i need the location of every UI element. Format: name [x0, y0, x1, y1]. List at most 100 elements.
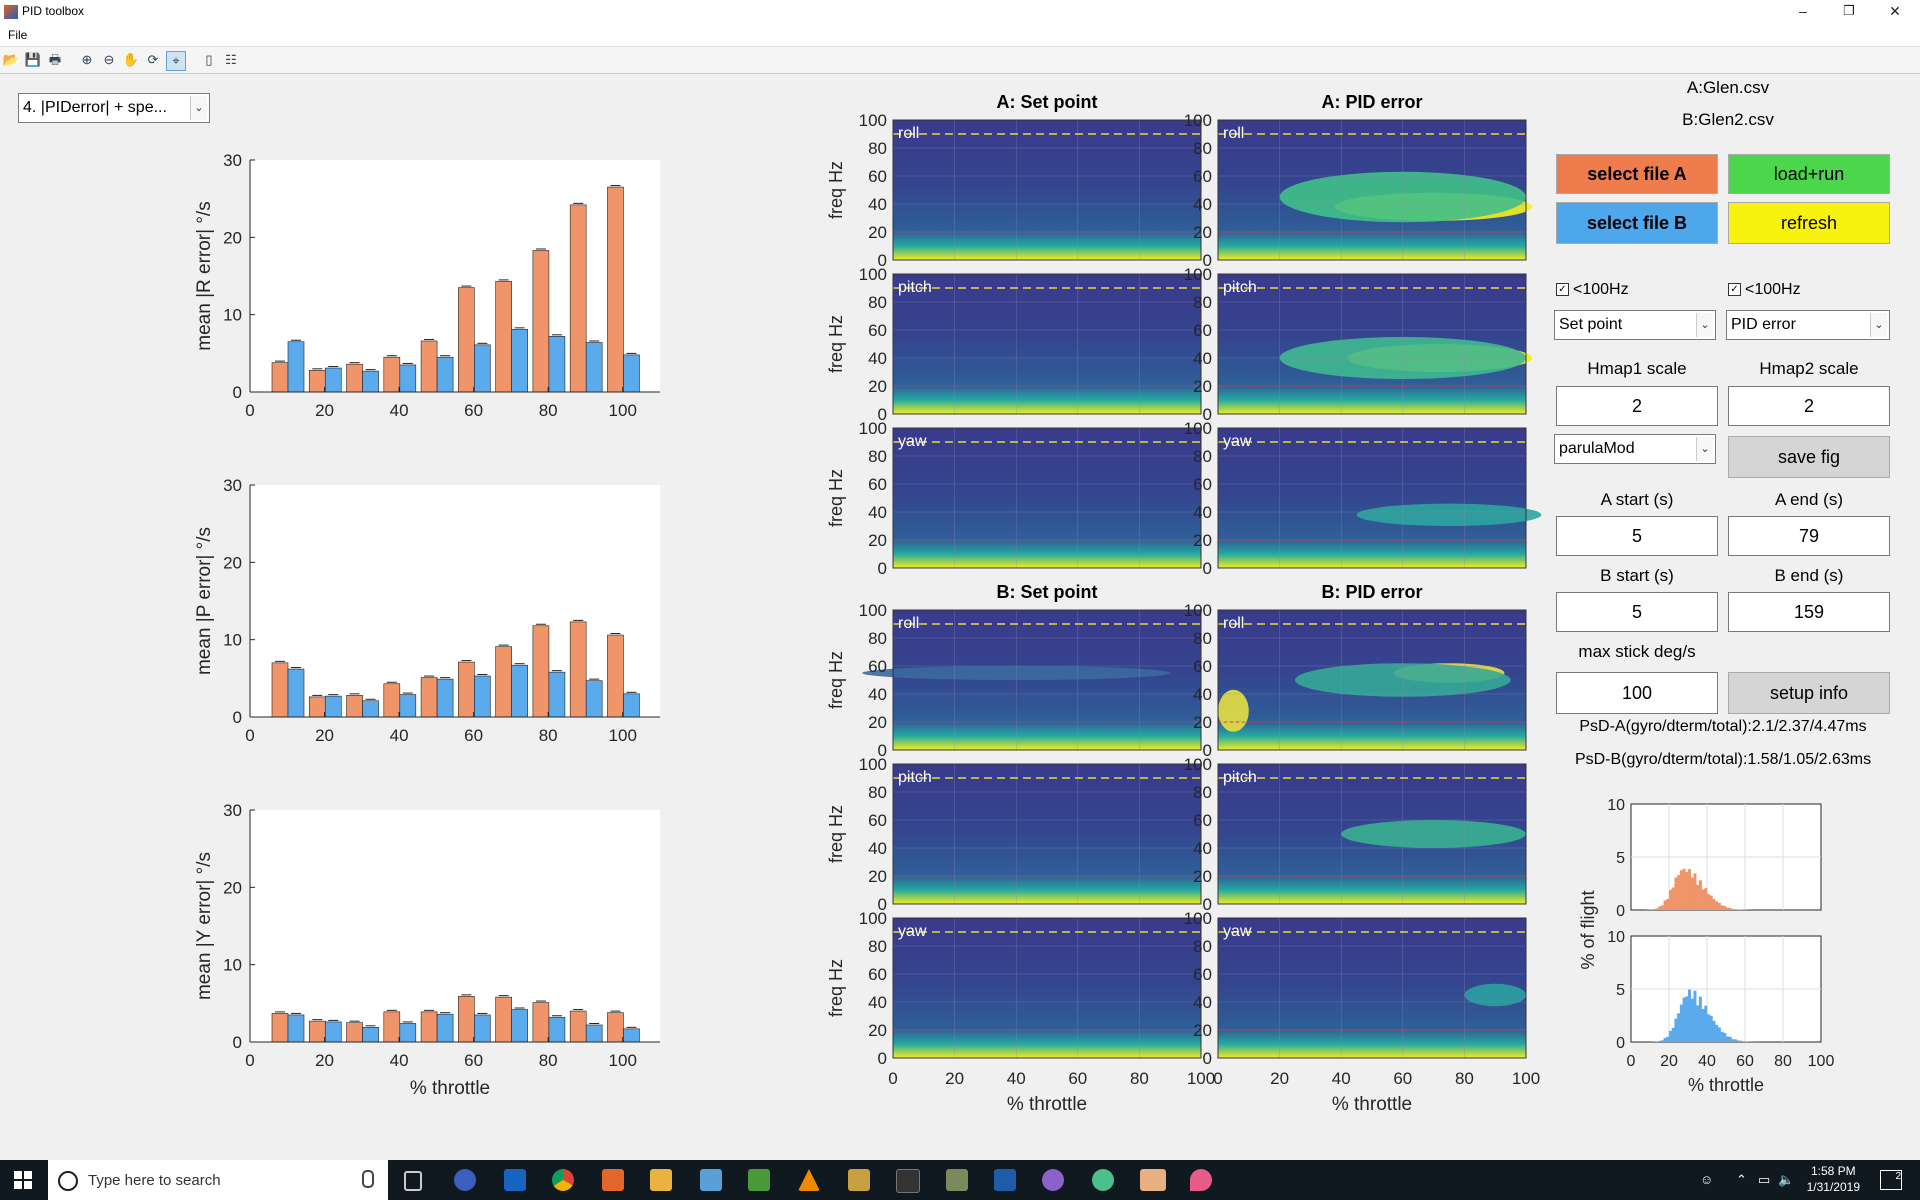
histogram-bar: [1734, 909, 1738, 910]
a-start-input[interactable]: 5: [1556, 516, 1718, 556]
y-tick-label: 30: [223, 476, 242, 495]
minimize-button[interactable]: –: [1799, 3, 1807, 19]
axis-name-label: yaw: [898, 923, 927, 940]
people-icon[interactable]: ☺: [1700, 1172, 1714, 1187]
b-end-input[interactable]: 159: [1728, 592, 1890, 632]
hmap1-source-dropdown[interactable]: Set point ⌄: [1554, 310, 1716, 340]
bar-b: [474, 675, 491, 718]
microphone-icon[interactable]: [362, 1170, 374, 1188]
axis-name-label: yaw: [1223, 433, 1252, 450]
y-tick-label: 0: [878, 405, 887, 424]
x-tick-label: 40: [1007, 1069, 1026, 1088]
app-s-icon[interactable]: [454, 1169, 476, 1191]
bar-a: [383, 356, 401, 393]
app-tool-icon[interactable]: [946, 1169, 968, 1191]
axis-name-label: pitch: [898, 769, 932, 786]
x-tick-label: 0: [1627, 1053, 1636, 1070]
max-stick-input[interactable]: 100: [1556, 672, 1718, 714]
save-fig-button[interactable]: save fig: [1728, 436, 1890, 478]
histogram-bar: [1723, 1032, 1727, 1042]
x-tick-label: 0: [245, 726, 254, 745]
hmap1-scale-input[interactable]: 2: [1556, 386, 1718, 426]
y-tick-label: 20: [223, 553, 242, 572]
chevron-down-icon: ⌄: [1870, 313, 1887, 337]
hmap2-source-value: PID error: [1731, 316, 1796, 333]
histogram-bar: [1679, 870, 1683, 910]
plot-type-dropdown[interactable]: 4. |PIDerror| + spe... ⌄: [18, 93, 210, 123]
powershell-icon[interactable]: [994, 1169, 1016, 1191]
zoom-in-icon[interactable]: ⊕: [81, 52, 93, 67]
open-folder-icon[interactable]: 📂: [2, 52, 20, 67]
tray-chevron-up-icon[interactable]: ⌃: [1736, 1172, 1747, 1187]
app-desk-icon[interactable]: [700, 1169, 722, 1191]
menu-file[interactable]: File: [8, 28, 28, 42]
hmap1-lowpass-checkbox[interactable]: ✓ <100Hz: [1556, 281, 1629, 299]
maximize-button[interactable]: ❐: [1843, 3, 1855, 18]
x-tick-label: 0: [888, 1069, 897, 1088]
matlab-icon[interactable]: [602, 1169, 624, 1191]
heatmap-fill: [893, 764, 1201, 904]
task-view-icon[interactable]: [404, 1171, 422, 1191]
y-tick-label: 0: [1203, 251, 1212, 270]
y-tick-label: 100: [1184, 419, 1212, 438]
bar-b: [399, 1023, 417, 1043]
bar-a: [458, 996, 475, 1043]
taskbar-search[interactable]: Type here to search: [48, 1160, 388, 1200]
legend-icon[interactable]: ☷: [225, 52, 237, 67]
histogram-bar: [1731, 1039, 1735, 1042]
windows-start-icon[interactable]: [14, 1171, 32, 1189]
refresh-button[interactable]: refresh: [1728, 202, 1890, 244]
y-tick-label: 0: [1203, 741, 1212, 760]
app-globe-icon[interactable]: [1092, 1169, 1114, 1191]
app-pin-icon[interactable]: [1190, 1169, 1212, 1191]
b-start-input[interactable]: 5: [1556, 592, 1718, 632]
app-circle-icon[interactable]: [1042, 1169, 1064, 1191]
colormap-dropdown[interactable]: parulaMod ⌄: [1554, 434, 1716, 464]
select-file-b-button[interactable]: select file B: [1556, 202, 1718, 244]
print-icon[interactable]: 🖶: [48, 52, 62, 67]
rotate-icon[interactable]: ⟳: [147, 52, 159, 67]
heatmap-fill: [893, 918, 1201, 1058]
x-tick-label: 80: [539, 401, 558, 420]
colorbar-icon[interactable]: ▯: [205, 52, 213, 67]
vlc-icon[interactable]: [798, 1169, 820, 1191]
save-icon[interactable]: 💾: [24, 52, 42, 67]
hmap2-source-dropdown[interactable]: PID error ⌄: [1726, 310, 1890, 340]
y-tick-label: 60: [1193, 167, 1212, 186]
action-center-icon[interactable]: 2: [1880, 1170, 1902, 1190]
heatmap-frame: [892, 763, 1202, 905]
histogram-bar: [1701, 889, 1705, 910]
histogram-bar: [1663, 900, 1667, 910]
network-icon[interactable]: ▭: [1758, 1172, 1771, 1187]
volume-icon[interactable]: 🔈: [1778, 1172, 1795, 1187]
close-button[interactable]: ✕: [1889, 3, 1901, 19]
checkbox-checked-icon: ✓: [1728, 283, 1741, 297]
data-cursor-icon[interactable]: ⌖: [166, 51, 186, 71]
a-end-input[interactable]: 79: [1728, 516, 1890, 556]
histogram-bar: [1696, 884, 1700, 910]
app-bee-icon[interactable]: [848, 1169, 870, 1191]
load-run-button[interactable]: load+run: [1728, 154, 1890, 194]
file-explorer-icon[interactable]: [650, 1169, 672, 1191]
zoom-out-icon[interactable]: ⊖: [103, 52, 115, 67]
outlook-icon[interactable]: [504, 1169, 526, 1191]
notepad-icon[interactable]: [748, 1169, 770, 1191]
taskbar-clock[interactable]: 1:58 PM 1/31/2019: [1807, 1163, 1860, 1195]
bar-a: [420, 677, 438, 718]
bar-a: [458, 287, 475, 393]
bar-a: [495, 996, 512, 1043]
hmap2-lowpass-checkbox[interactable]: ✓ <100Hz: [1728, 281, 1801, 299]
y-tick-label: 80: [868, 629, 887, 648]
app-active-icon[interactable]: [1140, 1169, 1166, 1191]
x-tick-label: 20: [315, 1051, 334, 1070]
terminal-icon[interactable]: [896, 1169, 920, 1193]
select-file-a-button[interactable]: select file A: [1556, 154, 1718, 194]
x-axis-label: % throttle: [1688, 1075, 1764, 1095]
x-tick-label: 100: [609, 1051, 637, 1070]
plot-area: [250, 810, 660, 1042]
x-tick-label: 100: [609, 401, 637, 420]
pan-hand-icon[interactable]: ✋: [122, 52, 140, 67]
hmap2-scale-input[interactable]: 2: [1728, 386, 1890, 426]
chrome-icon[interactable]: [552, 1169, 574, 1191]
setup-info-button[interactable]: setup info: [1728, 672, 1890, 714]
